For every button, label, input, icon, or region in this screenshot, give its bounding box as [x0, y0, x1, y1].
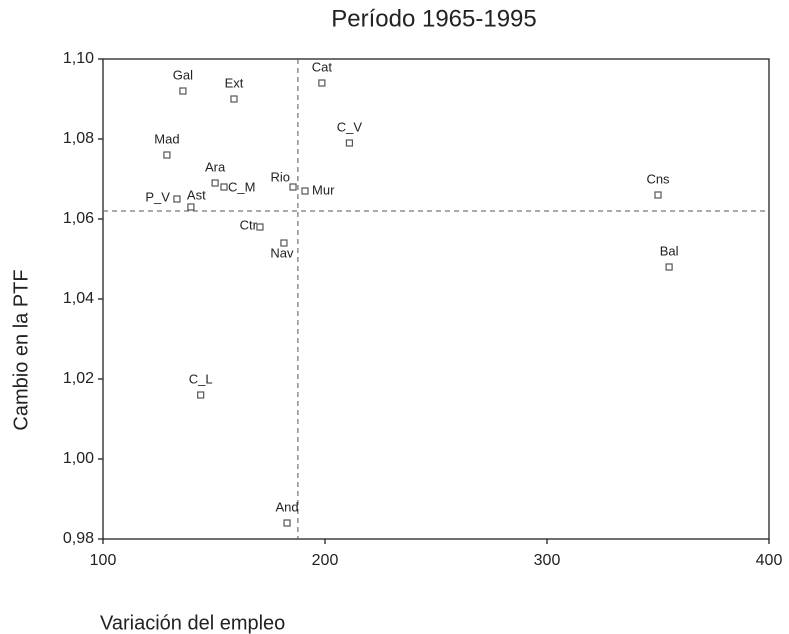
y-tick-label: 1,02: [63, 370, 94, 387]
chart-title: Período 1965-1995: [331, 5, 537, 32]
point-label: Mad: [154, 131, 179, 146]
point: [211, 179, 219, 187]
y-tick-label: 1,00: [63, 450, 94, 467]
point-label: Gal: [173, 67, 193, 82]
point: [197, 391, 205, 399]
point-label: C_L: [189, 371, 213, 386]
x-tick-label: 100: [90, 552, 117, 569]
point-label: Ext: [225, 75, 244, 90]
point-label: Cns: [646, 171, 670, 186]
point-label: Ast: [187, 187, 206, 202]
point-label: Nav: [270, 245, 294, 260]
point: [230, 95, 238, 103]
point: [256, 223, 264, 231]
point-label: P_V: [145, 189, 170, 204]
point-label: And: [275, 499, 298, 514]
y-tick-label: 1,10: [63, 50, 94, 67]
point: [187, 203, 195, 211]
y-tick-label: 1,06: [63, 210, 94, 227]
x-axis-label: Variación del empleo: [100, 612, 285, 634]
y-tick-label: 0,98: [63, 530, 94, 547]
point: [654, 191, 662, 199]
x-tick-label: 300: [534, 552, 561, 569]
point-label: C_M: [228, 179, 255, 194]
y-tick-label: 1,04: [63, 290, 94, 307]
point: [289, 183, 297, 191]
point-label: Ctr: [240, 217, 258, 232]
point-label: C_V: [337, 119, 363, 134]
point-label: Rio: [271, 169, 291, 184]
x-tick-label: 400: [756, 552, 783, 569]
point-label: Bal: [660, 243, 679, 258]
point: [280, 239, 288, 247]
point: [163, 151, 171, 159]
point: [345, 139, 354, 147]
y-tick-label: 1,08: [63, 130, 94, 147]
point: [173, 195, 181, 203]
point-label: Cat: [312, 59, 333, 74]
x-tick-label: 200: [312, 552, 339, 569]
y-axis-label: Cambio en la PTF: [10, 269, 32, 430]
point-label: Mur: [312, 182, 335, 197]
plot-frame: [102, 58, 770, 540]
point: [283, 519, 291, 527]
point: [179, 87, 187, 95]
point: [665, 263, 673, 271]
point-label: Ara: [205, 159, 226, 174]
point: [318, 79, 326, 87]
point: [220, 183, 228, 191]
point: [301, 187, 309, 195]
